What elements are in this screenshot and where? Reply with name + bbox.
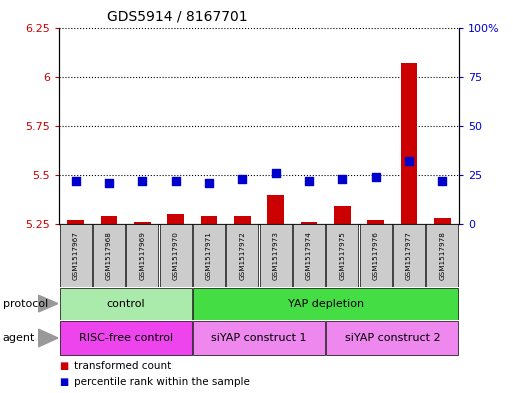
Polygon shape	[38, 329, 58, 347]
Bar	[60, 224, 92, 287]
Point	[171, 178, 180, 184]
Text: protocol: protocol	[3, 299, 48, 309]
Text: control: control	[106, 299, 145, 309]
Text: GSM1517967: GSM1517967	[73, 231, 78, 280]
Point	[238, 176, 246, 182]
Bar	[60, 321, 192, 355]
Bar	[134, 222, 151, 224]
Bar	[301, 222, 318, 224]
Bar	[326, 224, 359, 287]
Point	[205, 180, 213, 186]
Bar	[160, 224, 192, 287]
Bar	[126, 224, 159, 287]
Text: GSM1517970: GSM1517970	[173, 231, 179, 280]
Point	[138, 178, 146, 184]
Text: GDS5914 / 8167701: GDS5914 / 8167701	[107, 9, 248, 24]
Point	[371, 174, 380, 180]
Text: YAP depletion: YAP depletion	[288, 299, 364, 309]
Bar	[401, 63, 418, 224]
Bar	[267, 195, 284, 224]
Text: GSM1517969: GSM1517969	[140, 231, 145, 280]
Bar	[193, 288, 459, 320]
Text: GSM1517978: GSM1517978	[440, 231, 445, 280]
Text: siYAP construct 2: siYAP construct 2	[345, 333, 440, 343]
Text: GSM1517972: GSM1517972	[240, 231, 245, 280]
Bar	[293, 224, 325, 287]
Text: GSM1517973: GSM1517973	[273, 231, 279, 280]
Point	[305, 178, 313, 184]
Bar	[93, 224, 125, 287]
Text: GSM1517971: GSM1517971	[206, 231, 212, 280]
Text: GSM1517977: GSM1517977	[406, 231, 412, 280]
Point	[105, 180, 113, 186]
Text: agent: agent	[3, 333, 35, 343]
Bar	[193, 321, 325, 355]
Point	[71, 178, 80, 184]
Bar	[393, 224, 425, 287]
Text: GSM1517968: GSM1517968	[106, 231, 112, 280]
Bar	[260, 224, 292, 287]
Bar	[367, 220, 384, 224]
Text: ■: ■	[59, 361, 68, 371]
Text: transformed count: transformed count	[74, 361, 172, 371]
Point	[405, 158, 413, 164]
Bar	[193, 224, 225, 287]
Bar	[201, 216, 218, 224]
Text: GSM1517975: GSM1517975	[340, 231, 345, 280]
Bar	[360, 224, 392, 287]
Text: GSM1517976: GSM1517976	[373, 231, 379, 280]
Bar	[67, 220, 84, 224]
Text: siYAP construct 1: siYAP construct 1	[211, 333, 307, 343]
Polygon shape	[38, 295, 58, 312]
Text: percentile rank within the sample: percentile rank within the sample	[74, 377, 250, 387]
Bar	[101, 216, 117, 224]
Text: GSM1517974: GSM1517974	[306, 231, 312, 280]
Bar	[60, 288, 192, 320]
Point	[271, 170, 280, 176]
Bar	[234, 216, 251, 224]
Text: RISC-free control: RISC-free control	[78, 333, 173, 343]
Bar	[426, 224, 459, 287]
Bar	[167, 214, 184, 224]
Bar	[326, 321, 459, 355]
Point	[338, 176, 346, 182]
Bar	[226, 224, 259, 287]
Bar	[334, 206, 351, 224]
Text: ■: ■	[59, 377, 68, 387]
Point	[438, 178, 446, 184]
Bar	[434, 218, 451, 224]
